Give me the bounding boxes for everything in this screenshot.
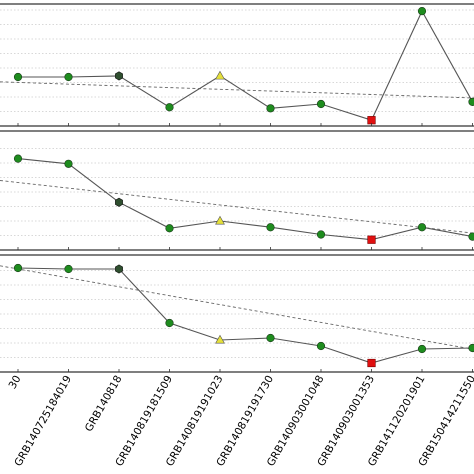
data-point xyxy=(367,235,376,244)
series-line xyxy=(18,9,474,121)
x-tick-label: GRB150414211550 xyxy=(416,374,474,469)
data-point xyxy=(13,154,23,163)
data-point xyxy=(367,116,376,125)
data-point xyxy=(13,263,23,273)
data-point xyxy=(13,72,23,82)
series-line xyxy=(17,267,474,364)
data-point xyxy=(367,358,376,368)
trend-line xyxy=(0,81,474,99)
data-point xyxy=(64,159,73,168)
trend-line xyxy=(0,180,474,234)
data-point xyxy=(468,232,474,241)
data-point xyxy=(115,264,123,274)
data-point xyxy=(316,99,326,109)
panel-3 xyxy=(0,254,474,373)
x-tick-label: GRB140819181509 xyxy=(113,374,175,469)
x-tick-label: 30 xyxy=(7,374,24,392)
data-point xyxy=(215,215,225,225)
series-line xyxy=(17,158,474,241)
data-point xyxy=(468,97,474,106)
data-point xyxy=(64,264,73,274)
data-point xyxy=(266,104,275,113)
x-tick-label: GRB140903001353 xyxy=(315,374,377,469)
data-point xyxy=(417,7,427,16)
data-point xyxy=(215,334,225,344)
data-point xyxy=(316,341,326,351)
panel-1 xyxy=(0,3,474,127)
data-point xyxy=(316,230,326,239)
data-point xyxy=(417,344,427,354)
x-tick-label: GRB141120201901 xyxy=(366,374,428,469)
data-point xyxy=(165,103,174,112)
trend-line xyxy=(0,265,474,350)
data-point xyxy=(215,70,225,80)
x-tick-label: GRB140819191730 xyxy=(214,374,276,469)
data-point xyxy=(165,318,174,328)
panel-2 xyxy=(0,130,474,251)
x-tick-label: GRB140903001048 xyxy=(265,374,327,469)
data-point xyxy=(115,197,123,207)
x-tick-label: GRB140818 xyxy=(83,374,125,434)
data-point xyxy=(115,71,123,81)
data-point xyxy=(417,223,427,232)
data-point xyxy=(165,224,174,233)
x-tick-label: GRB140819191023 xyxy=(164,374,226,469)
data-point xyxy=(468,343,474,353)
chart-panels xyxy=(0,3,474,373)
data-point xyxy=(64,72,73,82)
data-point xyxy=(266,333,275,343)
data-point xyxy=(266,223,275,232)
x-tick-label: GRB140725184019 xyxy=(12,374,74,469)
